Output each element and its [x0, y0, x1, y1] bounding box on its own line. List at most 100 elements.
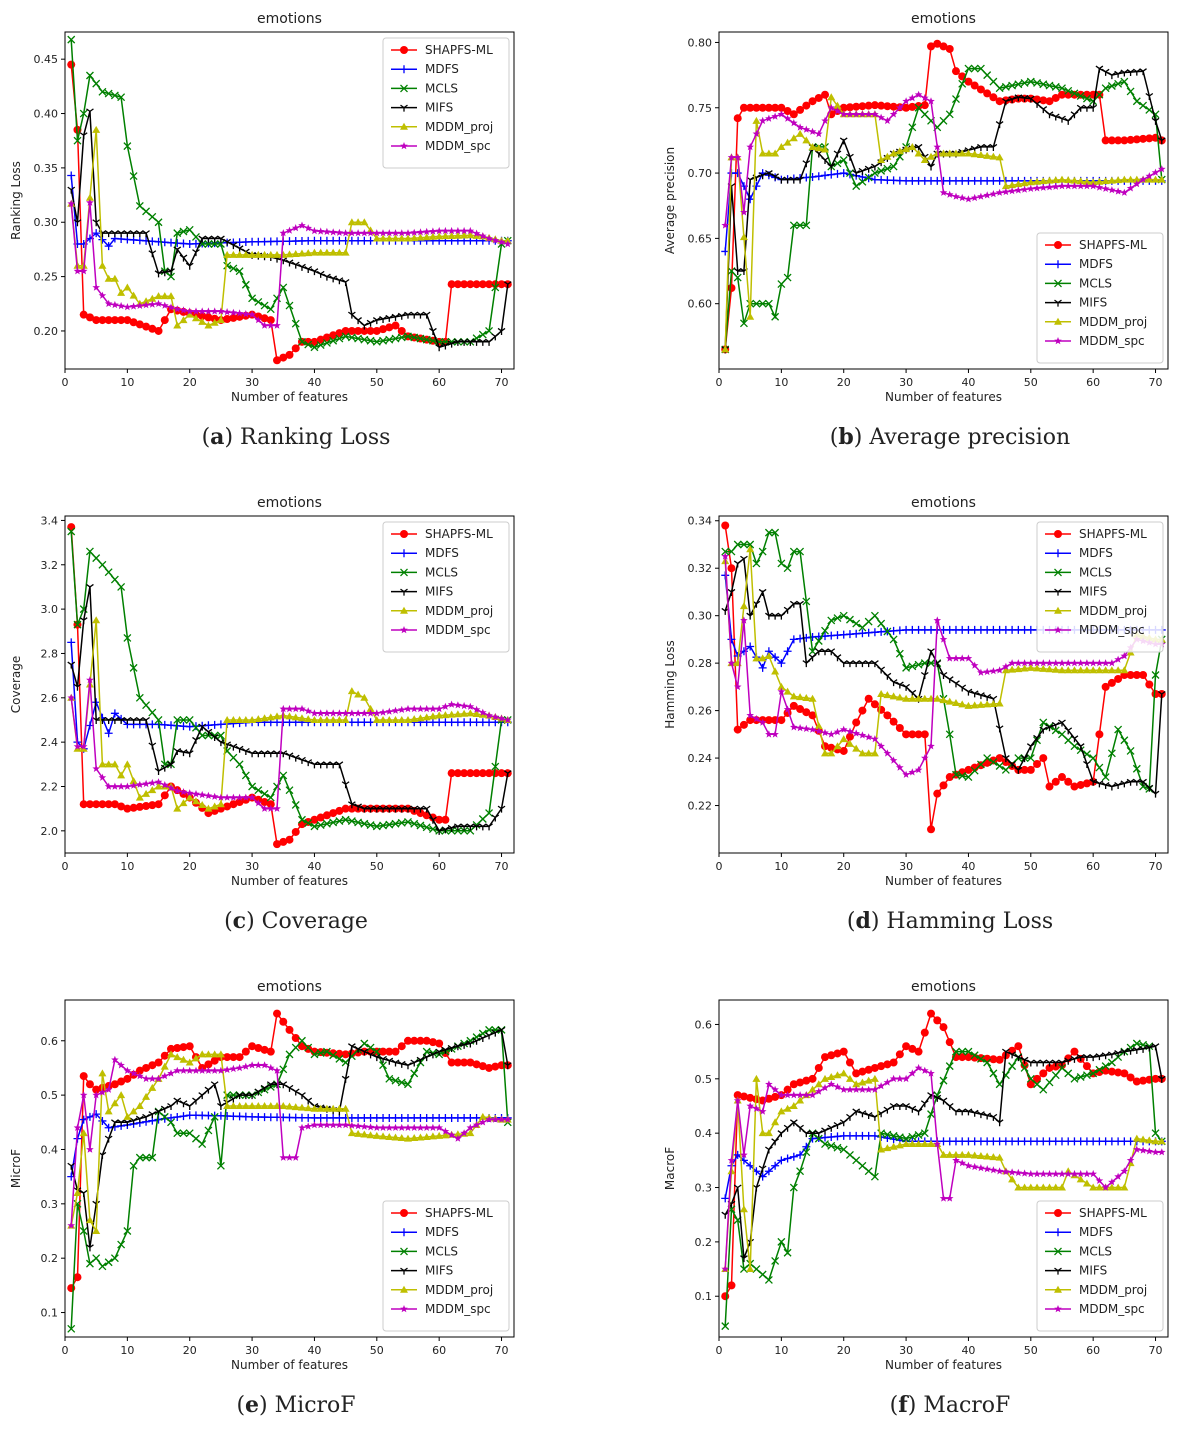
- data-point: [1126, 1073, 1135, 1082]
- data-point: [435, 1039, 444, 1048]
- data-point: [98, 316, 107, 325]
- data-point: [242, 793, 250, 801]
- data-point: [1114, 1053, 1123, 1062]
- data-point: [229, 753, 238, 762]
- data-point: [1057, 1183, 1066, 1191]
- data-point: [1133, 180, 1141, 188]
- data-point: [223, 308, 231, 316]
- data-point: [927, 742, 935, 750]
- data-point: [1051, 1062, 1060, 1071]
- data-point: [1139, 68, 1147, 76]
- data-point: [1114, 79, 1123, 88]
- data-point: [478, 280, 487, 289]
- data-point: [248, 294, 257, 303]
- data-point: [173, 1053, 182, 1061]
- data-point: [939, 671, 948, 680]
- data-point: [204, 321, 213, 329]
- data-point: [322, 819, 331, 828]
- data-point: [485, 234, 493, 242]
- data-point: [739, 1092, 748, 1101]
- data-point: [73, 620, 82, 629]
- y-tick-label: 0.3: [41, 1198, 59, 1211]
- data-point: [939, 188, 948, 196]
- data-point: [266, 713, 275, 721]
- data-point: [902, 730, 911, 739]
- x-tick-label: 70: [1149, 376, 1163, 389]
- data-point: [117, 93, 126, 102]
- data-point: [1002, 1167, 1010, 1175]
- data-point: [983, 143, 992, 151]
- x-axis-label: Number of features: [231, 1358, 348, 1372]
- data-point: [435, 1048, 444, 1056]
- data-point: [1070, 742, 1079, 751]
- data-point: [110, 316, 119, 325]
- data-point: [802, 693, 811, 701]
- data-point: [117, 1061, 125, 1069]
- data-point: [173, 229, 182, 238]
- data-point: [908, 1105, 917, 1113]
- data-point: [1076, 1169, 1085, 1178]
- x-axis-label: Number of features: [231, 874, 348, 888]
- data-point: [1083, 760, 1091, 769]
- data-point: [1057, 90, 1066, 99]
- data-point: [242, 310, 250, 318]
- data-point: [733, 1184, 742, 1192]
- data-point: [815, 129, 823, 138]
- data-point: [198, 1092, 207, 1100]
- data-point: [360, 1039, 369, 1048]
- data-point: [129, 663, 138, 672]
- data-point: [921, 94, 929, 102]
- data-point: [1139, 134, 1148, 143]
- data-point: [335, 1049, 344, 1058]
- data-point: [92, 800, 101, 809]
- legend-marker: [400, 1285, 408, 1293]
- data-point: [1120, 666, 1129, 674]
- data-point: [229, 1053, 238, 1062]
- data-point: [441, 1046, 450, 1054]
- data-point: [908, 102, 917, 111]
- data-point: [727, 635, 736, 644]
- data-point: [403, 1036, 412, 1045]
- data-point: [964, 1161, 973, 1169]
- data-point: [453, 769, 462, 778]
- data-point: [316, 227, 325, 235]
- data-point: [771, 112, 779, 120]
- data-point: [883, 749, 892, 757]
- data-point: [428, 825, 437, 834]
- series-mifs: [67, 108, 512, 352]
- data-point: [908, 1132, 917, 1141]
- data-point: [796, 547, 805, 556]
- data-point: [341, 332, 350, 341]
- data-point: [846, 153, 854, 161]
- data-point: [160, 1112, 169, 1121]
- data-point: [995, 1055, 1004, 1064]
- data-point: [727, 588, 736, 596]
- data-point: [404, 818, 412, 826]
- x-tick-label: 60: [432, 860, 446, 873]
- data-point: [142, 779, 150, 788]
- data-point: [1114, 1172, 1122, 1180]
- data-point: [889, 149, 898, 157]
- data-point: [198, 307, 206, 315]
- data-point: [410, 1123, 418, 1131]
- data-point: [852, 182, 861, 191]
- data-point: [223, 1053, 232, 1062]
- data-point: [223, 715, 232, 723]
- data-point: [1095, 1065, 1104, 1074]
- data-point: [92, 79, 101, 88]
- data-point: [210, 792, 219, 800]
- data-point: [497, 1026, 506, 1034]
- y-tick-label: 0.25: [34, 271, 59, 284]
- data-point: [977, 692, 985, 700]
- legend-box: [1036, 232, 1164, 364]
- data-point: [945, 697, 954, 705]
- data-point: [758, 1270, 767, 1279]
- data-point: [341, 715, 350, 723]
- data-point: [827, 1141, 836, 1150]
- data-point: [479, 708, 487, 716]
- data-point: [192, 1097, 200, 1105]
- x-tick-label: 40: [307, 1344, 321, 1357]
- data-point: [111, 1055, 119, 1063]
- data-point: [223, 802, 232, 811]
- data-point: [497, 280, 506, 289]
